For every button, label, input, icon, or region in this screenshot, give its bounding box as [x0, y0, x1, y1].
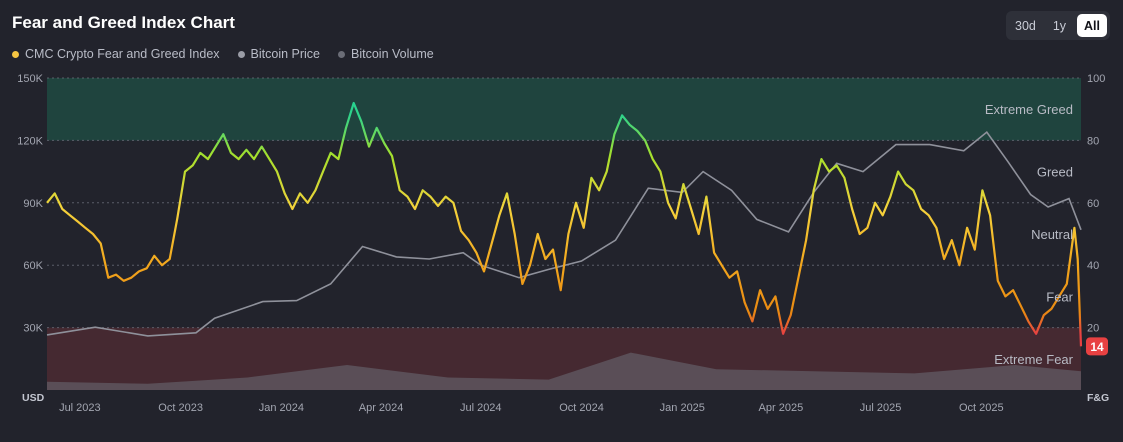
y-right-tick-label: 40: [1087, 260, 1099, 272]
legend-dot-icon: [12, 50, 19, 58]
x-tick-label: Jan 2024: [259, 402, 304, 414]
zone-label-2: Neutral: [1031, 227, 1073, 242]
y-right-tick-label: 20: [1087, 323, 1099, 335]
series-bitcoin-volume: [47, 352, 1081, 390]
series-bitcoin-price: [46, 130, 1082, 337]
zone-label-3: Fear: [1046, 289, 1073, 304]
zone-label-4: Extreme Fear: [994, 352, 1073, 367]
current-value-badge: [1086, 337, 1108, 356]
x-tick-label: Apr 2025: [759, 402, 804, 414]
y-left-tick-label: 90K: [23, 198, 43, 210]
y-right-axis-label: F&G: [1087, 392, 1109, 404]
y-left-tick-label: 150K: [17, 73, 43, 85]
x-tick-label: Apr 2024: [359, 402, 404, 414]
legend-dot-icon: [237, 50, 245, 58]
y-right-tick-label: 60: [1087, 198, 1099, 210]
y-left-tick-label: 60K: [23, 260, 43, 272]
legend-dot-icon: [338, 50, 346, 58]
legend-item-bitcoin-price[interactable]: Bitcoin Price: [237, 47, 321, 61]
x-tick-label: Jan 2025: [660, 402, 705, 414]
legend-label: Bitcoin Volume: [351, 47, 434, 61]
legend-label: Bitcoin Price: [250, 47, 321, 61]
chart-legend: CMC Crypto Fear and Greed Index Bitcoin …: [12, 47, 434, 61]
current-value-label: 14: [1090, 340, 1104, 354]
zone-band-0: [47, 78, 1081, 141]
range-1y-button[interactable]: 1y: [1044, 14, 1074, 37]
zone-label-0: Extreme Greed: [985, 102, 1073, 117]
series-fear-greed-index: [46, 101, 1083, 347]
y-right-tick-label: 100: [1087, 73, 1105, 85]
y-right-tick-label: 80: [1087, 135, 1099, 147]
legend-label: CMC Crypto Fear and Greed Index: [25, 47, 220, 61]
legend-item-fear-greed[interactable]: CMC Crypto Fear and Greed Index: [12, 47, 220, 61]
page-title: Fear and Greed Index Chart: [12, 13, 235, 32]
x-tick-label: Oct 2025: [959, 402, 1004, 414]
range-all-button[interactable]: All: [1076, 14, 1107, 37]
x-tick-label: Oct 2024: [559, 402, 604, 414]
y-left-tick-label: 120K: [17, 135, 43, 147]
range-toggle: 30d 1y All: [1006, 11, 1110, 40]
range-30d-button[interactable]: 30d: [1009, 14, 1042, 37]
y-left-axis-label: USD: [22, 392, 45, 404]
x-tick-label: Jul 2024: [460, 402, 502, 414]
legend-item-bitcoin-volume[interactable]: Bitcoin Volume: [338, 47, 434, 61]
x-tick-label: Jul 2023: [59, 402, 101, 414]
y-left-tick-label: 30K: [23, 323, 43, 335]
zone-label-1: Greed: [1037, 165, 1073, 180]
x-tick-label: Jul 2025: [860, 402, 902, 414]
x-tick-label: Oct 2023: [158, 402, 203, 414]
